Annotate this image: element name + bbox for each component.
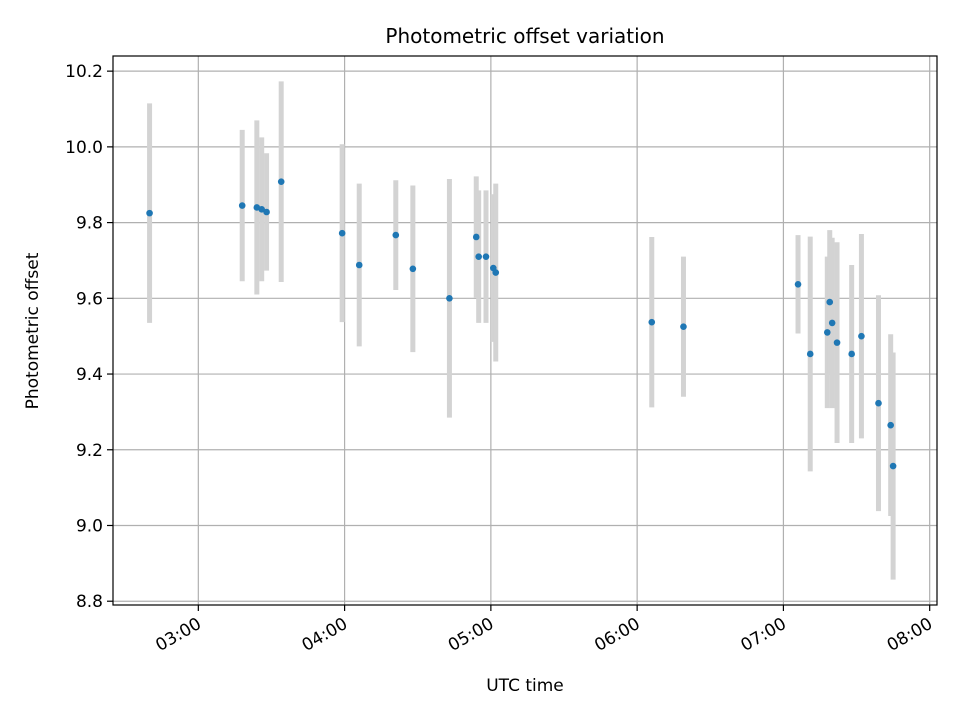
y-axis: 8.8 9.0 9.2 9.4 9.6 9.8 10.0 10.2 [65,62,113,612]
data-point [823,329,831,336]
data-point [680,323,687,331]
data-point [833,339,841,346]
data-point [826,298,834,306]
data-point [446,295,453,302]
data-point [858,332,865,340]
data-point [648,318,656,326]
chart-title: Photometric offset variation [385,24,664,48]
data-point [338,229,346,237]
data-point [889,462,897,470]
data-points [146,178,897,470]
data-point [475,253,482,260]
data-point [392,231,400,239]
data-point [492,269,500,276]
y-tick-label: 9.2 [76,441,103,461]
data-point [263,208,270,216]
grid [113,56,937,605]
data-point [277,178,285,186]
data-point [355,261,363,269]
data-point [258,206,266,213]
data-point [794,281,802,288]
data-point [482,253,490,260]
y-tick-label: 10.0 [65,138,103,158]
data-point [146,209,153,217]
data-point [409,265,417,273]
y-tick-label: 9.6 [76,289,103,309]
data-point [848,350,855,358]
plot-frame [112,55,938,606]
data-point [887,421,894,429]
data-point [875,399,882,407]
y-tick-label: 9.0 [76,516,103,536]
data-point [828,319,836,327]
y-tick-label: 9.4 [76,365,103,385]
y-tick-label: 10.2 [65,62,103,82]
y-axis-label: Photometric offset [23,252,43,409]
data-point [472,233,480,241]
data-point [806,350,814,358]
y-tick-label: 8.8 [76,592,103,612]
x-axis-label: UTC time [486,676,564,696]
data-point [238,202,246,209]
y-tick-label: 9.8 [76,214,103,234]
